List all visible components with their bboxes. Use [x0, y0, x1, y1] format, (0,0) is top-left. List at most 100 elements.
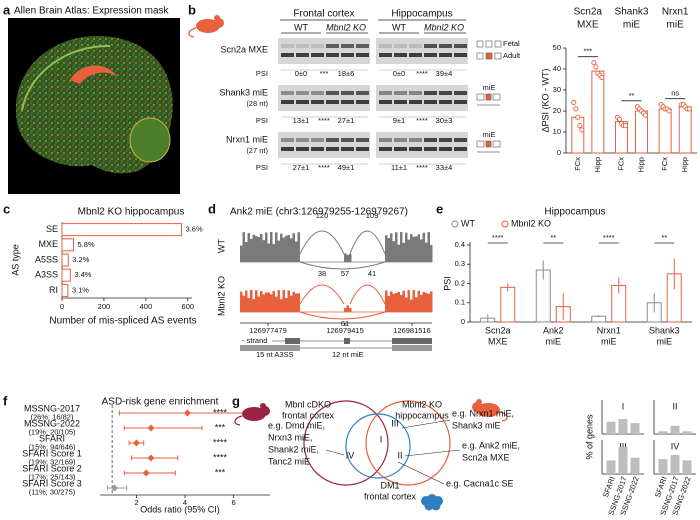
point — [147, 454, 155, 462]
coverage — [417, 290, 420, 312]
gel-band — [281, 44, 294, 48]
coverage — [282, 290, 285, 312]
x-tick-label: Shank3 — [649, 325, 680, 335]
point — [622, 123, 629, 129]
junction-count: 109 — [366, 211, 379, 220]
point — [142, 469, 150, 477]
gene-exon — [392, 338, 432, 344]
x-tick-label: Ank2 — [543, 325, 564, 335]
gene-exon — [240, 345, 300, 351]
coverage — [344, 307, 347, 312]
gel-band — [326, 91, 339, 95]
callout-line — [397, 461, 445, 485]
legend-label: Mbnl2 KO — [511, 218, 551, 228]
x-tick-label: 0 — [60, 302, 64, 311]
gel-band — [296, 44, 309, 48]
bar — [618, 446, 628, 474]
coverage — [395, 293, 398, 312]
mouse-body — [196, 19, 220, 33]
row-label: SFARI — [39, 433, 65, 443]
coverage — [430, 291, 433, 312]
gel-band — [394, 53, 407, 57]
chart-title: ASD-risk gene enrichment — [102, 397, 219, 408]
gel-band — [439, 138, 452, 142]
gel-band — [356, 91, 369, 95]
gel-band — [394, 138, 407, 142]
gel-band — [439, 44, 452, 48]
bar — [630, 423, 640, 434]
bar — [678, 106, 692, 154]
coverage — [240, 291, 243, 312]
exon-label: miE — [483, 83, 496, 92]
gel-band — [424, 100, 437, 104]
y-tick-label: 10 — [553, 127, 561, 136]
coverage — [292, 291, 295, 312]
gel-band — [394, 44, 407, 48]
coverage — [397, 291, 400, 312]
coverage — [415, 297, 418, 312]
point — [599, 74, 605, 80]
y-tick-label: 30 — [553, 85, 561, 94]
gel-band — [379, 138, 392, 142]
coverage — [250, 290, 253, 312]
coverage — [280, 299, 283, 312]
gel — [376, 85, 468, 111]
coverage — [265, 232, 268, 262]
legend-marker — [451, 220, 459, 228]
coverage — [425, 242, 428, 262]
chart-title: Hippocampus — [544, 207, 605, 218]
coverage — [405, 297, 408, 312]
coverage — [277, 240, 280, 262]
bar — [61, 268, 71, 282]
row-size: (27 nt) — [246, 146, 268, 155]
x-tick-label: Hipp — [637, 157, 646, 172]
significance: **** — [603, 233, 615, 242]
genotype-label: WT — [392, 22, 406, 32]
group-label: miE — [667, 20, 685, 31]
coverage — [415, 236, 418, 262]
psi-value: **** — [416, 116, 428, 125]
coverage — [282, 237, 285, 262]
row-detail: (15%; 94/646) — [28, 442, 76, 451]
coverage — [410, 299, 413, 312]
y-tick-label: 0 — [461, 317, 465, 326]
coverage — [392, 241, 395, 262]
junction-count: 41 — [368, 269, 376, 278]
example-label: Shank2 miE, — [268, 444, 319, 454]
callout-line — [325, 449, 345, 456]
coverage — [292, 233, 295, 262]
psi-value: **** — [318, 163, 330, 172]
gel-band — [379, 53, 392, 57]
mouse-icon — [472, 399, 508, 422]
isoform-exon — [476, 52, 484, 60]
coverage — [407, 290, 410, 312]
exon-box — [485, 140, 492, 148]
coverage — [385, 235, 388, 262]
coverage — [285, 298, 288, 312]
isoform-label: Fetal — [503, 39, 520, 48]
gel-band — [439, 100, 452, 104]
coverage — [346, 305, 349, 312]
x-tick-label: 4 — [183, 498, 187, 507]
coverage — [422, 232, 425, 262]
point — [593, 64, 599, 70]
coverage — [346, 254, 349, 262]
mouse-tail — [499, 411, 508, 422]
x-tick-label: miE — [601, 336, 617, 346]
y-tick-label: MXE — [38, 239, 58, 249]
coverage — [387, 238, 390, 262]
gel-band — [394, 100, 407, 104]
coverage — [395, 232, 398, 262]
row-size: (28 nt) — [246, 99, 268, 108]
gel-band — [439, 53, 452, 57]
panel-label: III — [619, 441, 627, 451]
row-detail: (19%; 32/169) — [28, 457, 76, 466]
mouse-body — [242, 407, 266, 421]
point — [686, 106, 692, 112]
x-tick-label: 6 — [231, 498, 235, 507]
y-tick-label: A5SS — [35, 254, 58, 264]
gel-band — [409, 147, 422, 151]
significance: **** — [213, 452, 228, 462]
mouse-tail — [234, 415, 243, 426]
coverage — [262, 240, 265, 262]
